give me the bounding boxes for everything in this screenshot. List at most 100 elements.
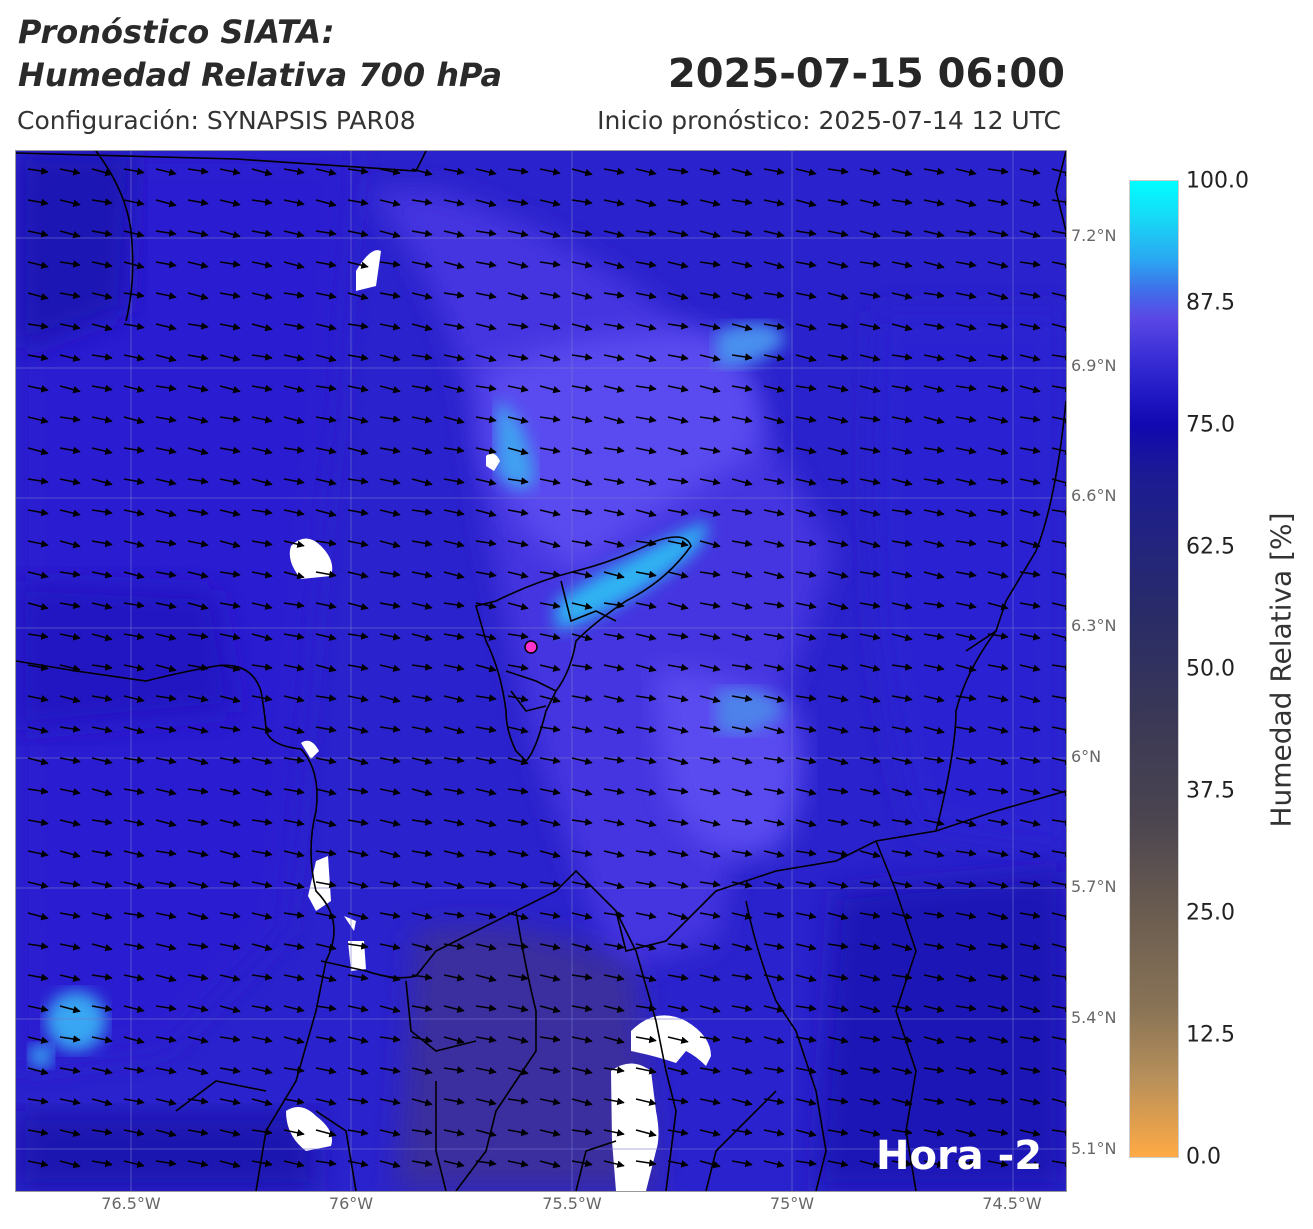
wind-arrow: [315, 509, 337, 518]
wind-arrow: [59, 725, 81, 733]
wind-arrow: [91, 726, 113, 734]
wind-arrow: [507, 818, 529, 827]
wind-arrow: [571, 602, 593, 610]
wind-arrow: [251, 292, 273, 300]
wind-arrow: [27, 1036, 49, 1044]
wind-arrow: [1051, 633, 1066, 642]
wind-arrow: [603, 756, 625, 764]
wind-arrow: [251, 1098, 273, 1107]
wind-arrow: [507, 912, 529, 921]
wind-arrow: [891, 788, 913, 797]
wind-arrow: [251, 1159, 273, 1168]
wind-arrow: [251, 849, 273, 858]
wind-arrow: [475, 260, 497, 269]
wind-arrow: [571, 1128, 593, 1136]
wind-arrow: [443, 664, 465, 672]
wind-arrow: [891, 353, 913, 361]
wind-arrow: [635, 478, 657, 486]
wind-arrow: [923, 850, 945, 858]
wind-arrow: [155, 1129, 177, 1138]
wind-arrow: [283, 230, 305, 238]
wind-arrow: [507, 787, 529, 795]
wind-arrow: [123, 695, 145, 703]
wind-arrow: [443, 477, 465, 486]
wind-arrow: [955, 1004, 977, 1012]
wind-arrow: [1019, 323, 1041, 331]
wind-arrow: [411, 292, 433, 300]
wind-arrow: [539, 509, 561, 517]
wind-arrow: [379, 291, 401, 300]
wind-arrow: [315, 974, 337, 983]
wind-arrow: [411, 353, 433, 361]
city-marker[interactable]: [524, 640, 538, 654]
wind-arrow: [219, 601, 241, 610]
wind-arrow: [667, 787, 689, 795]
wind-arrow: [763, 322, 785, 331]
wind-arrow: [475, 292, 497, 300]
wind-arrow: [635, 664, 657, 673]
wind-arrow: [827, 973, 849, 982]
wind-arrow: [859, 974, 881, 982]
wind-arrow: [827, 447, 849, 456]
wind-arrow: [987, 571, 1009, 579]
wind-arrow: [27, 787, 49, 795]
wind-arrow: [539, 633, 561, 641]
wind-arrow: [91, 416, 113, 424]
wind-arrow: [251, 447, 273, 455]
wind-arrow: [891, 384, 913, 393]
wind-arrow: [91, 229, 113, 238]
wind-arrow: [635, 1035, 657, 1044]
wind-arrow: [91, 1036, 113, 1044]
wind-arrow: [987, 850, 1009, 858]
wind-arrow: [219, 478, 241, 486]
wind-arrow: [155, 1159, 177, 1167]
wind-arrow: [411, 943, 433, 952]
wind-arrow: [475, 1129, 497, 1138]
lat-label-7.2: 7.2°N: [1071, 226, 1117, 245]
wind-arrow: [315, 633, 337, 641]
wind-arrow: [411, 849, 433, 858]
wind-arrow: [763, 230, 785, 238]
wind-arrow: [59, 260, 81, 268]
wind-arrow: [507, 1097, 529, 1105]
wind-arrow: [795, 168, 817, 176]
wind-arrow: [859, 385, 881, 394]
wind-arrow: [571, 261, 593, 269]
map-panel[interactable]: [15, 150, 1067, 1192]
wind-arrow: [923, 881, 945, 890]
wind-arrow: [987, 726, 1009, 734]
wind-arrow: [763, 1066, 785, 1074]
wind-arrow: [411, 1004, 433, 1013]
wind-arrow: [379, 756, 401, 765]
wind-arrow: [59, 1035, 81, 1043]
wind-arrow: [731, 973, 753, 981]
wind-arrow: [923, 354, 945, 362]
wind-arrow: [1019, 756, 1041, 765]
wind-arrow: [1051, 168, 1066, 177]
wind-arrow: [699, 756, 721, 765]
wind-arrow: [315, 664, 337, 673]
wind-arrow: [859, 1035, 881, 1043]
wind-arrow: [987, 1097, 1009, 1105]
wind-arrow: [379, 943, 401, 951]
wind-arrow: [1051, 508, 1066, 516]
wind-arrow: [955, 292, 977, 300]
wind-arrow: [379, 230, 401, 239]
wind-arrow: [571, 1159, 593, 1168]
wind-arrow: [219, 291, 241, 300]
wind-arrow: [443, 540, 465, 548]
wind-arrow: [955, 725, 977, 734]
wind-arrow: [539, 1066, 561, 1075]
wind-arrow: [219, 880, 241, 888]
colorbar-tick-12.5: 12.5: [1186, 1022, 1235, 1048]
wind-arrow: [667, 167, 689, 175]
wind-arrow: [347, 850, 369, 858]
wind-arrow: [635, 509, 657, 518]
wind-arrow: [859, 199, 881, 207]
wind-arrow: [27, 695, 49, 703]
wind-arrow: [1019, 570, 1041, 578]
wind-arrow: [667, 292, 689, 301]
wind-arrow: [603, 695, 625, 703]
wind-arrow: [27, 292, 49, 301]
wind-arrow: [187, 571, 209, 579]
